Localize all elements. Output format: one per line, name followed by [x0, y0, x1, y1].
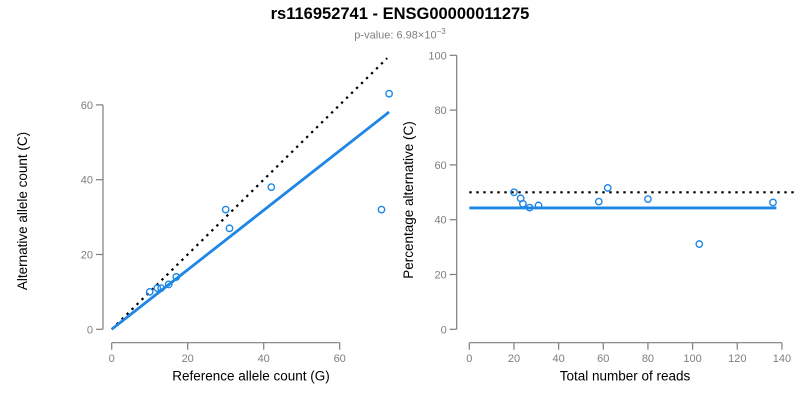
- data-point: [172, 273, 181, 281]
- data-point: [221, 205, 230, 214]
- y-tick-label: 40: [81, 175, 93, 187]
- data-point: [534, 201, 543, 210]
- data-point: [377, 205, 386, 214]
- data-point: [518, 199, 527, 208]
- y-tick-label: 20: [81, 250, 93, 262]
- regression-line: [110, 110, 390, 331]
- y-axis-label: Percentage alternative (C): [401, 121, 416, 279]
- x-tick-label: 60: [334, 353, 346, 365]
- y-tick-label: 60: [81, 100, 93, 112]
- plot-title: rs116952741 - ENSG00000011275: [270, 5, 530, 23]
- x-tick-label: 80: [642, 353, 654, 365]
- y-tick-label: 0: [441, 324, 447, 336]
- plot-subtitle: p-value: 6.98×10−3: [0, 27, 800, 42]
- right-scatter-panel: 0 20 40 60 80 100 120 140 0 20 40 60 80 100 Total numb…: [401, 50, 796, 384]
- data-point: [157, 284, 166, 293]
- y-axis-label: Alternative allele count (C): [15, 132, 30, 290]
- x-tick-label: 20: [508, 353, 520, 365]
- y-tick-label: 40: [434, 215, 446, 227]
- identity-line: [110, 57, 388, 331]
- x-tick-label: 120: [728, 353, 746, 365]
- y-tick-label: 0: [87, 324, 93, 336]
- y-tick-label: 20: [434, 270, 446, 282]
- data-point: [385, 89, 393, 98]
- y-tick-label: 60: [434, 160, 446, 172]
- x-tick-label: 100: [683, 353, 701, 365]
- pvalue-exponent: −3: [436, 27, 446, 36]
- y-tick-label: 80: [434, 105, 446, 117]
- data-point: [225, 224, 234, 233]
- data-point: [644, 195, 652, 204]
- x-tick-label: 20: [182, 353, 194, 365]
- data-point: [164, 280, 173, 289]
- x-tick-label: 40: [258, 353, 270, 365]
- x-axis-label: Reference allele count (G): [172, 369, 330, 384]
- data-point: [603, 184, 612, 192]
- data-point: [594, 197, 603, 206]
- x-tick-label: 0: [109, 353, 115, 365]
- data-point: [695, 240, 704, 248]
- data-point: [267, 183, 276, 192]
- left-scatter-panel: 0 20 40 60 0 20 40 60 Reference allele count (G)…: [15, 57, 393, 384]
- x-axis-label: Total number of reads: [560, 369, 691, 384]
- y-tick-label: 100: [428, 50, 446, 62]
- pvalue-text: p-value: 6.98×10: [354, 29, 437, 42]
- data-point: [525, 203, 534, 212]
- data-point: [769, 198, 777, 207]
- data-point: [145, 287, 154, 296]
- x-tick-label: 0: [466, 353, 472, 365]
- x-tick-label: 60: [597, 353, 609, 365]
- data-point: [510, 188, 518, 197]
- x-tick-label: 40: [552, 353, 564, 365]
- x-tick-label: 140: [773, 353, 791, 365]
- data-point: [153, 284, 162, 293]
